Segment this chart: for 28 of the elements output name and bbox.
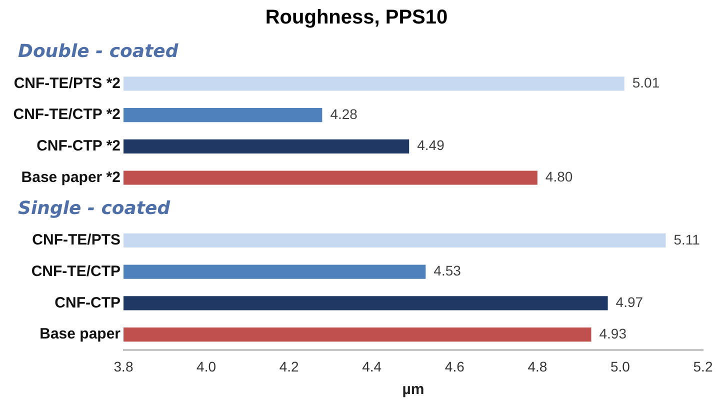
data-label: 4.93 [599,325,627,342]
data-label: 5.11 [674,231,700,248]
y-tick-label: Base paper *2 [21,168,121,186]
y-tick-label: CNF-CTP [54,294,121,312]
data-label: 4.97 [616,294,644,310]
annotation: Single - coated [18,198,172,219]
x-tick-label: 4.8 [528,358,548,374]
x-tick-label: 4.0 [196,358,216,374]
text: Double - coated [18,40,180,62]
data-label: 4.80 [545,168,573,185]
y-tick-label: CNF-TE/PTS [32,232,121,249]
chart-title: Roughness, PPS10 [265,6,448,29]
data-label: 5.01 [632,74,660,91]
y-tick-label: Base paper [40,326,121,343]
data-label: 4.28 [330,106,358,122]
x-tick-label: 4.6 [444,358,465,374]
x-tick-label: 5.0 [610,358,630,374]
x-axis-title: µm [402,381,424,398]
y-tick-label: CNF-CTP *2 [36,138,121,155]
x-tick-label: 4.4 [362,358,382,374]
x-tick-label: 3.8 [114,358,134,374]
x-tick-label: 4.2 [279,358,300,374]
y-tick-label: CNF-TE/CTP *2 [13,106,121,124]
data-label: 4.53 [434,262,462,279]
x-tick-label: 5.2 [693,358,713,374]
data-label: 4.49 [417,137,445,154]
y-tick-label: CNF-TE/PTS *2 [14,74,121,92]
y-tick-label: CNF-TE/CTP [31,262,121,280]
